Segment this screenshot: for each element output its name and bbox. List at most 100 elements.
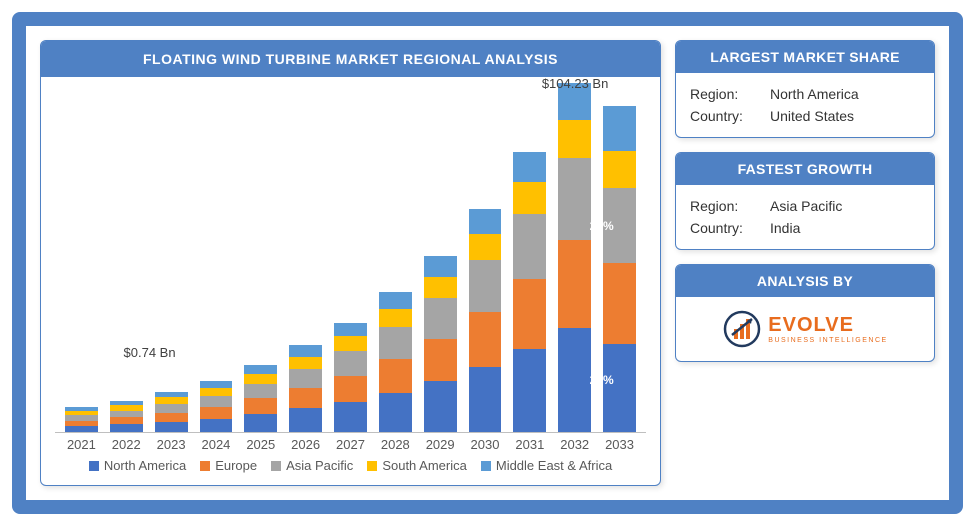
x-axis-label: 2024 <box>200 437 233 452</box>
bar-stack <box>334 323 367 432</box>
legend-item: Asia Pacific <box>271 458 353 473</box>
bar-segment <box>469 312 502 367</box>
bar-segment <box>200 388 233 396</box>
bars-row <box>55 83 646 432</box>
x-axis-label: 2026 <box>289 437 322 452</box>
fastest-growth-header: FASTEST GROWTH <box>676 153 934 185</box>
bar-segment <box>110 417 143 424</box>
logo-main-text: EVOLVE <box>768 315 887 335</box>
x-axis-label: 2022 <box>110 437 143 452</box>
bar-segment <box>469 367 502 432</box>
bar-segment <box>289 388 322 408</box>
bar-segment <box>424 339 457 382</box>
bar-segment <box>379 292 412 309</box>
info-row: Region: North America <box>690 83 920 105</box>
legend-item: North America <box>89 458 186 473</box>
x-axis-labels: 2021202220232024202520262027202820292030… <box>55 433 646 452</box>
largest-share-card: LARGEST MARKET SHARE Region: North Ameri… <box>675 40 935 138</box>
bar-segment <box>244 384 277 399</box>
bar-segment <box>379 393 412 432</box>
bar-segment <box>155 413 188 422</box>
bar-column <box>244 83 277 432</box>
bar-stack <box>558 83 591 432</box>
bar-stack <box>110 400 143 432</box>
x-axis-label: 2025 <box>244 437 277 452</box>
info-val: United States <box>770 108 854 124</box>
largest-share-header: LARGEST MARKET SHARE <box>676 41 934 73</box>
bar-segment <box>334 376 367 402</box>
info-key: Region: <box>690 198 760 214</box>
legend-label: Europe <box>215 458 257 473</box>
chart-annotation: $0.74 Bn <box>124 345 176 360</box>
legend-item: South America <box>367 458 467 473</box>
bar-stack <box>379 292 412 432</box>
info-key: Region: <box>690 86 760 102</box>
bar-segment <box>200 419 233 433</box>
x-axis-label: 2028 <box>379 437 412 452</box>
bar-segment <box>603 151 636 188</box>
bar-column <box>65 83 98 432</box>
bar-segment <box>513 214 546 279</box>
legend-label: Middle East & Africa <box>496 458 612 473</box>
bar-stack <box>513 152 546 432</box>
legend-label: Asia Pacific <box>286 458 353 473</box>
bar-column <box>200 83 233 432</box>
x-axis-label: 2021 <box>65 437 98 452</box>
bar-segment <box>424 381 457 432</box>
bar-segment <box>379 359 412 393</box>
page-root: FLOATING WIND TURBINE MARKET REGIONAL AN… <box>0 0 975 526</box>
chart-annotation: $104.23 Bn <box>542 76 609 91</box>
bar-segment <box>558 240 591 328</box>
bar-segment <box>244 365 277 374</box>
info-row: Country: United States <box>690 105 920 127</box>
bar-segment <box>289 369 322 388</box>
logo-sub-text: BUSINESS INTELLIGENCE <box>768 337 887 344</box>
bar-segment <box>558 158 591 240</box>
legend-swatch <box>481 461 491 471</box>
analysis-by-body: EVOLVE BUSINESS INTELLIGENCE <box>676 297 934 361</box>
bar-segment <box>513 152 546 182</box>
legend-item: Europe <box>200 458 257 473</box>
main-frame: FLOATING WIND TURBINE MARKET REGIONAL AN… <box>12 12 963 514</box>
bar-segment <box>289 357 322 369</box>
legend-label: South America <box>382 458 467 473</box>
bar-stack <box>424 256 457 432</box>
chart-card: FLOATING WIND TURBINE MARKET REGIONAL AN… <box>40 40 661 486</box>
bar-segment <box>200 396 233 407</box>
x-axis-label: 2032 <box>558 437 591 452</box>
bar-segment <box>110 424 143 432</box>
bar-segment <box>424 298 457 339</box>
bar-stack <box>603 106 636 432</box>
bar-stack <box>155 391 188 432</box>
bar-segment <box>155 404 188 413</box>
bar-segment <box>469 209 502 234</box>
bar-column <box>513 83 546 432</box>
analysis-by-header: ANALYSIS BY <box>676 265 934 297</box>
info-key: Country: <box>690 108 760 124</box>
x-axis-label: 2029 <box>424 437 457 452</box>
bar-segment <box>469 234 502 260</box>
bar-segment <box>513 279 546 349</box>
evolve-logo-text: EVOLVE BUSINESS INTELLIGENCE <box>768 315 887 344</box>
side-column: LARGEST MARKET SHARE Region: North Ameri… <box>675 40 935 486</box>
bar-segment <box>603 263 636 344</box>
largest-share-body: Region: North America Country: United St… <box>676 73 934 137</box>
bar-column <box>289 83 322 432</box>
bar-segment <box>200 381 233 388</box>
bar-segment <box>334 351 367 376</box>
bar-segment <box>603 344 636 432</box>
bar-segment <box>558 120 591 158</box>
info-val: India <box>770 220 800 236</box>
legend-swatch <box>367 461 377 471</box>
bar-segment <box>155 397 188 404</box>
bar-segment <box>289 408 322 432</box>
chart-title: FLOATING WIND TURBINE MARKET REGIONAL AN… <box>41 41 660 77</box>
bar-segment <box>110 411 143 418</box>
bar-segment <box>513 182 546 214</box>
bar-column <box>424 83 457 432</box>
legend-swatch <box>89 461 99 471</box>
bar-segment <box>469 260 502 312</box>
chart-body: $0.74 Bn$104.23 Bn27%23% 202120222023202… <box>41 77 660 485</box>
x-axis-label: 2033 <box>603 437 636 452</box>
evolve-logo: EVOLVE BUSINESS INTELLIGENCE <box>722 309 887 349</box>
